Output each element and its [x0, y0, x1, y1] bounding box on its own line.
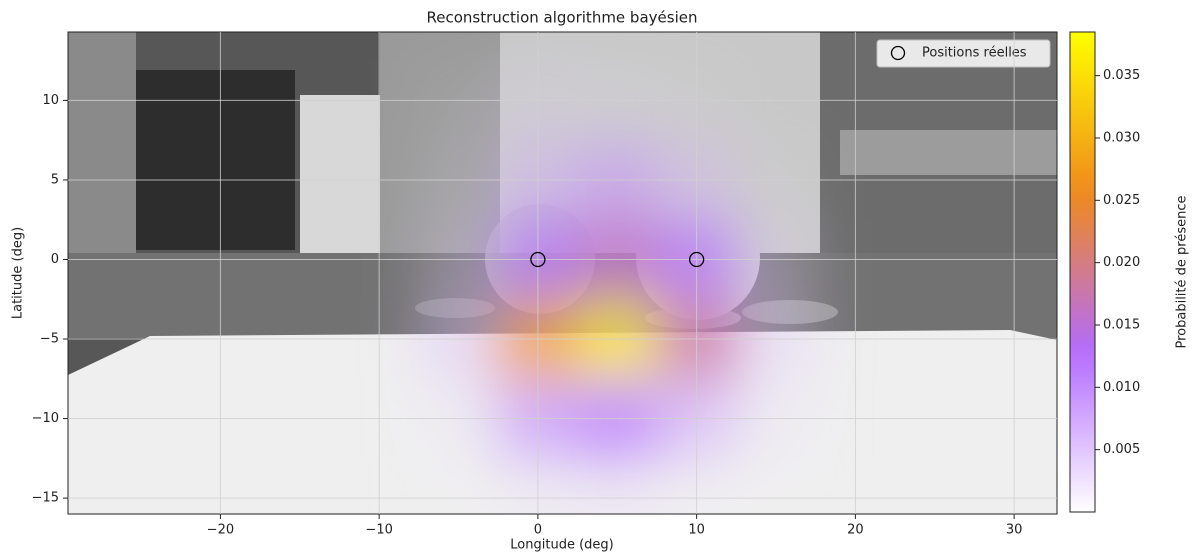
colorbar-tick-label: 0.005 — [1103, 442, 1140, 457]
colorbar — [1069, 31, 1096, 513]
heatmap-cell — [736, 458, 816, 514]
legend-label: Positions réelles — [922, 46, 1027, 61]
x-tick-label: 20 — [847, 523, 864, 538]
legend-marker — [890, 45, 906, 61]
x-axis-label: Longitude (deg) — [510, 538, 613, 553]
x-tick-label: 30 — [1006, 523, 1023, 538]
y-axis-label: Latitude (deg) — [11, 227, 26, 319]
y-tick-label: 5 — [51, 172, 59, 187]
x-tick-label: −20 — [207, 523, 234, 538]
legend-box — [876, 39, 1051, 68]
y-tick-label: 10 — [42, 93, 59, 108]
y-tick-label: −15 — [32, 491, 59, 506]
colorbar-tick-label: 0.020 — [1103, 255, 1140, 270]
colorbar-tick-label: 0.015 — [1103, 317, 1140, 332]
colorbar-tick-label: 0.030 — [1103, 130, 1140, 145]
y-tick-label: 0 — [51, 252, 59, 267]
heatmap-cells — [418, 60, 816, 514]
x-tick-label: 10 — [688, 523, 705, 538]
colorbar-tick-label: 0.010 — [1103, 380, 1140, 395]
heatmap-layer — [418, 60, 816, 514]
colorbar-tick-label: 0.035 — [1103, 68, 1140, 83]
colorbar-label: Probabilité de présence — [1175, 195, 1190, 348]
chart-title: Reconstruction algorithme bayésien — [427, 9, 698, 27]
x-tick-label: −10 — [365, 523, 392, 538]
heatmap-cell — [418, 458, 499, 514]
position-marker — [530, 251, 546, 268]
plot-frame — [67, 31, 1058, 515]
heatmap-cell — [577, 458, 657, 514]
position-marker — [688, 251, 705, 268]
colorbar-tick-label: 0.025 — [1103, 193, 1140, 208]
y-tick-label: −5 — [40, 332, 59, 347]
x-tick-label: 0 — [534, 523, 542, 538]
y-tick-label: −10 — [32, 411, 59, 426]
